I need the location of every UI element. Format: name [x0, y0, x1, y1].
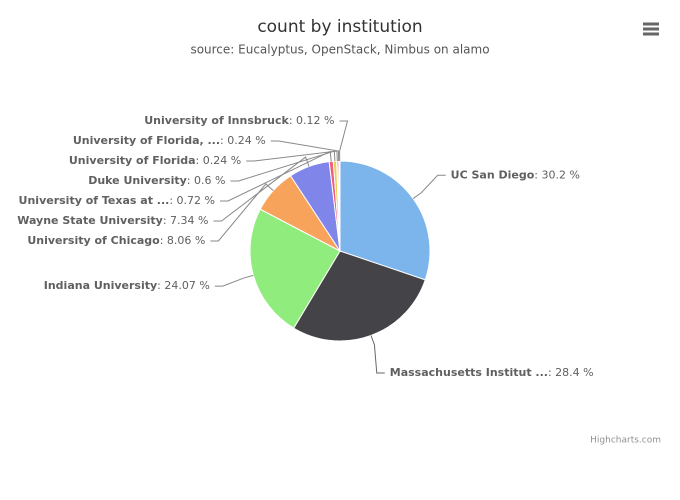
data-label: Indiana University: 24.07 % — [44, 279, 210, 292]
data-label: University of Florida: 0.24 % — [69, 154, 241, 167]
data-label: Massachusetts Institut ...: 28.4 % — [390, 366, 594, 379]
label-value: : 7.34 % — [163, 214, 209, 227]
credits[interactable]: Highcharts.com — [590, 436, 661, 446]
label-value: : 0.24 % — [220, 134, 266, 147]
connector — [270, 140, 340, 162]
data-label: Wayne State University: 7.34 % — [17, 214, 208, 227]
connector — [210, 183, 274, 242]
label-value: : 0.6 % — [187, 174, 226, 187]
label-value: : 0.12 % — [289, 114, 335, 127]
pie-slice — [249, 208, 341, 329]
data-label: University of Florida, ...: 0.24 % — [73, 134, 266, 147]
label-name: Duke University — [88, 174, 187, 187]
connector — [213, 156, 310, 222]
connector — [412, 174, 446, 199]
connector — [230, 150, 336, 182]
label-name: University of Florida — [69, 154, 196, 167]
label-name: Wayne State University — [17, 214, 163, 227]
connector — [246, 150, 338, 162]
label-value: : 24.07 % — [157, 279, 210, 292]
connector — [370, 335, 385, 374]
connector — [214, 274, 254, 287]
label-name: UC San Diego — [451, 168, 535, 181]
label-value: : 8.06 % — [160, 234, 206, 247]
label-name: University of Florida, ... — [73, 134, 220, 147]
label-name: Indiana University — [44, 279, 157, 292]
data-label: University of Innsbruck: 0.12 % — [144, 114, 334, 127]
chart-subtitle: source: Eucalyptus, OpenStack, Nimbus on… — [190, 43, 489, 57]
connector — [339, 120, 349, 162]
chart-title: count by institution — [257, 17, 422, 37]
data-label: University of Texas at ...: 0.72 % — [19, 194, 215, 207]
label-name: University of Chicago — [27, 234, 160, 247]
data-label: UC San Diego: 30.2 % — [451, 168, 580, 181]
pie-slice — [338, 160, 341, 252]
menu-button[interactable] — [636, 16, 666, 42]
data-label: Duke University: 0.6 % — [88, 174, 225, 187]
data-label: University of Chicago: 8.06 % — [27, 234, 205, 247]
pie-slice — [339, 160, 431, 281]
label-value: : 30.2 % — [534, 168, 580, 181]
label-name: University of Texas at ... — [19, 194, 170, 207]
label-value: : 0.72 % — [169, 194, 215, 207]
label-value: : 0.24 % — [196, 154, 242, 167]
menu-icon[interactable] — [643, 22, 659, 36]
label-value: : 28.4 % — [548, 366, 594, 379]
label-name: University of Innsbruck — [144, 114, 289, 127]
label-name: Massachusetts Institut ... — [390, 366, 548, 379]
connector — [220, 150, 332, 202]
